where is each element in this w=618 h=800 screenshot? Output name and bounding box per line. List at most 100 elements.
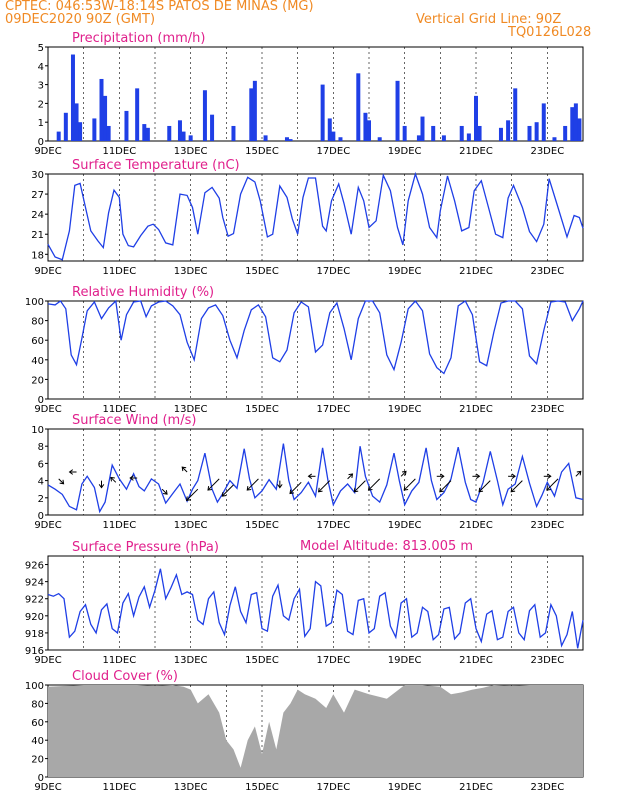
y-tick-label: 18 [31, 250, 44, 261]
series-line [47, 171, 584, 261]
wind-arrow [318, 480, 331, 493]
precip-bar [573, 103, 578, 141]
x-tick-label: 15DEC [245, 266, 279, 277]
wind-arrow-head [289, 489, 295, 495]
precip-bar [498, 127, 503, 141]
precip-bar [210, 114, 215, 141]
y-tick-label: 0 [38, 773, 44, 784]
y-tick-label: 10 [31, 425, 44, 436]
precip-bar [70, 54, 75, 141]
wind-arrow [368, 478, 381, 491]
x-tick-label: 9DEC [34, 520, 61, 531]
x-tick-label: 23DEC [530, 404, 564, 415]
precip-bar [327, 118, 332, 141]
precip-bar [331, 131, 336, 141]
x-tick-label: 23DEC [530, 655, 564, 666]
y-tick-label: 40 [31, 736, 44, 747]
precip-bar [252, 80, 257, 141]
series-line [47, 568, 584, 649]
header-location: CPTEC: 046:53W-18:14S PATOS DE MINAS (MG… [5, 0, 314, 14]
wind-arrow [546, 478, 559, 491]
header-datetime: 09DEC2020 90Z (GMT) [5, 12, 156, 27]
precip-bar [74, 103, 79, 141]
precip-bar [527, 125, 532, 141]
panel-title: Relative Humidity (%) [72, 285, 214, 300]
precip-bar [477, 125, 482, 141]
x-tick-label: 9DEC [34, 146, 61, 157]
x-tick-label: 9DEC [34, 782, 61, 793]
model-altitude: Model Altitude: 813.005 m [300, 539, 474, 554]
wind-arrow-head [478, 487, 484, 493]
x-tick-label: 15DEC [245, 146, 279, 157]
wind-arrow-head [110, 476, 115, 482]
y-tick-label: 920 [25, 612, 44, 623]
y-tick-label: 80 [31, 317, 44, 328]
wind-arrow-head [547, 473, 552, 480]
y-tick-label: 20 [31, 755, 44, 766]
precip-bar [534, 122, 539, 141]
y-tick-label: 60 [31, 718, 44, 729]
x-tick-label: 9DEC [34, 266, 61, 277]
cloud-area [48, 685, 583, 777]
precip-bar [63, 112, 68, 141]
x-tick-label: 13DEC [174, 655, 208, 666]
x-tick-label: 13DEC [174, 520, 208, 531]
wind-arrow [186, 488, 199, 501]
x-tick-label: 15DEC [245, 520, 279, 531]
x-tick-label: 21DEC [459, 266, 493, 277]
precip-bar [506, 120, 511, 141]
y-tick-label: 40 [31, 356, 44, 367]
x-tick-label: 13DEC [174, 404, 208, 415]
precip-bar [570, 107, 575, 141]
wind-arrow-head [348, 473, 354, 479]
wind-arrow [181, 466, 188, 473]
panel-title: Surface Pressure (hPa) [72, 540, 219, 555]
y-tick-label: 926 [25, 561, 44, 572]
precip-bar [103, 95, 108, 141]
precip-bar [377, 137, 382, 141]
precip-bar [78, 122, 83, 141]
panel-title: Surface Temperature (nC) [72, 158, 240, 173]
panel-frame [47, 428, 584, 516]
precip-bar [263, 135, 268, 141]
wind-arrow [161, 488, 168, 495]
precip-bar [466, 133, 471, 141]
precip-bar [124, 110, 129, 141]
precip-bar [188, 135, 193, 141]
precip-bar [99, 78, 104, 141]
y-tick-label: 24 [31, 210, 44, 221]
precip-bar [552, 137, 557, 141]
wind-arrow-head [510, 487, 516, 493]
x-tick-label: 23DEC [530, 782, 564, 793]
x-tick-label: 13DEC [174, 266, 208, 277]
y-tick-label: 922 [25, 595, 44, 606]
y-tick-label: 916 [25, 646, 44, 657]
precip-bar [363, 112, 368, 141]
y-tick-label: 0 [38, 137, 44, 148]
precip-bar [356, 73, 361, 141]
wind-arrow [246, 478, 259, 491]
y-tick-label: 21 [31, 230, 44, 241]
panel-frame [47, 173, 584, 262]
y-tick-label: 2 [38, 99, 44, 110]
precip-bar [177, 120, 182, 141]
y-tick-label: 80 [31, 699, 44, 710]
precip-bar [135, 88, 140, 141]
header-grid-note: Vertical Grid Line: 90Z [416, 12, 562, 27]
wind-arrow-head [439, 487, 444, 493]
x-tick-label: 11DEC [102, 520, 136, 531]
panel-title: Surface Wind (m/s) [72, 413, 196, 428]
panel-frame [47, 555, 584, 651]
precip-bar [106, 125, 111, 141]
x-tick-label: 19DEC [388, 404, 422, 415]
wind-arrow [400, 471, 407, 477]
wind-arrow-head [576, 470, 582, 476]
wind-arrow-head [317, 487, 323, 493]
precip-bar [416, 135, 421, 141]
precip-bar [474, 95, 478, 141]
x-tick-label: 21DEC [459, 782, 493, 793]
wind-arrow-head [401, 470, 407, 476]
panel-title: Precipitation (mm/h) [72, 31, 205, 46]
x-tick-label: 15DEC [245, 404, 279, 415]
